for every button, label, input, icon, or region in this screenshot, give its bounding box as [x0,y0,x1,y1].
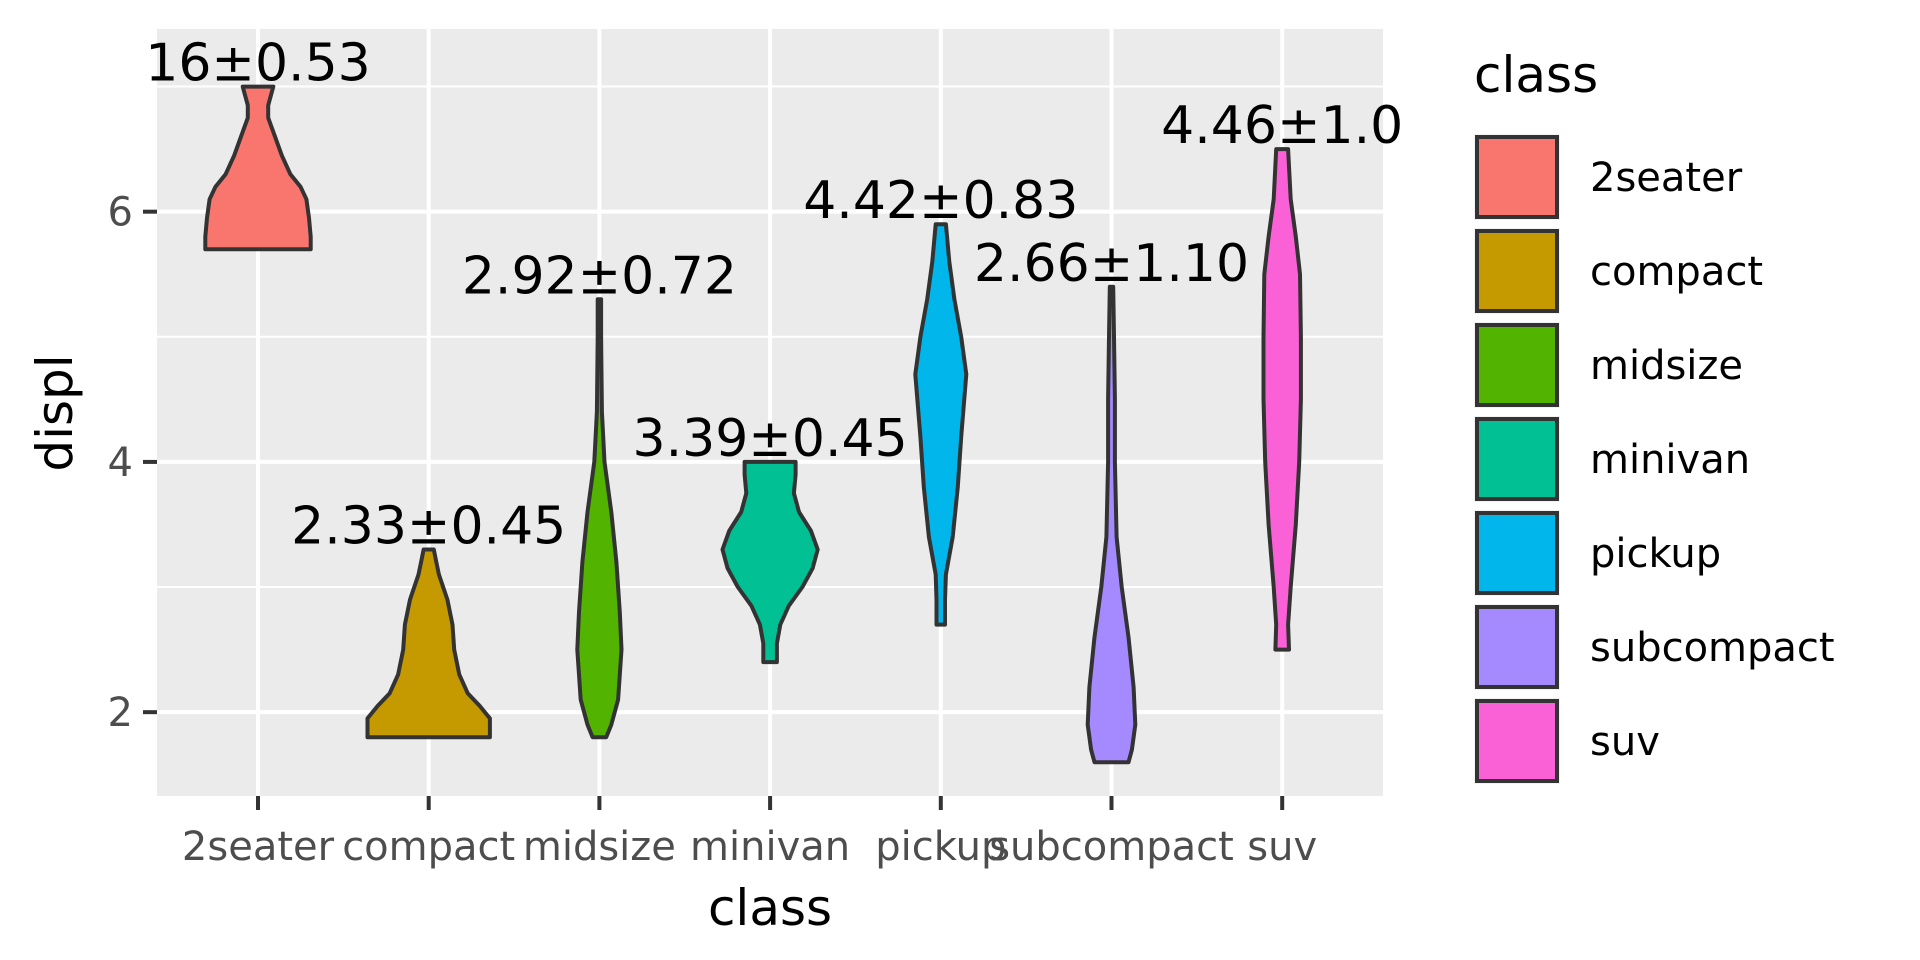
violin-suv [1261,147,1303,652]
y-tick-label: 6 [108,190,133,236]
violin-pickup [913,222,969,627]
y-axis: 2 4 6 [108,190,157,736]
x-tick-label: 2seater [182,824,335,870]
annotation-compact: 2.33±0.45 [291,497,566,557]
legend-swatch-midsize [1475,323,1559,407]
legend-swatch-2seater [1475,135,1559,219]
legend-swatch-subcompact [1475,605,1559,689]
x-tick-label: compact [342,824,515,870]
annotation-pickup: 4.42±0.83 [803,171,1078,231]
legend-label-subcompact: subcompact [1590,625,1835,671]
x-axis: 2seater compact midsize minivan pickupsubcom… [182,796,1317,870]
violins [203,84,1303,765]
legend-label-midsize: midsize [1590,343,1743,389]
annotation-midsize: 2.92±0.72 [462,246,737,306]
legend-label-suv: suv [1590,719,1660,765]
y-tick-label: 4 [108,440,133,486]
violin-subcompact [1085,284,1138,765]
x-tick-label: subcompact [989,824,1234,870]
legend-label-2seater: 2seater [1590,155,1743,201]
x-tick-label: pickup [875,824,1006,870]
violin-midsize [575,297,624,740]
legend-label-compact: compact [1590,249,1763,295]
y-axis-title: displ [26,354,84,471]
annotation-subcompact: 2.66±1.10 [974,234,1249,294]
annotations: 16±0.53 2.33±0.45 2.92±0.72 3.39±0.45 4.42±0… [145,34,1403,557]
y-tick-label: 2 [108,690,133,736]
x-tick-label: suv [1247,824,1317,870]
legend-swatch-compact [1475,229,1559,313]
x-axis-title: class [708,879,832,937]
legend-title: class [1474,46,1598,104]
violin-2seater [203,84,313,252]
legend-label-pickup: pickup [1590,531,1721,577]
annotation-suv: 4.46±1.0 [1161,96,1403,156]
x-tick-label: midsize [523,824,676,870]
legend-swatch-suv [1475,699,1559,783]
legend-swatch-minivan [1475,417,1559,501]
annotation-minivan: 3.39±0.45 [633,409,908,469]
legend-swatch-pickup [1475,511,1559,595]
legend: class 2seater compact midsize minivan pickup… [1474,46,1835,784]
violin-compact [365,547,492,740]
violin-minivan [720,459,820,665]
annotation-2seater: 16±0.53 [145,34,371,94]
x-tick-label: minivan [690,824,850,870]
legend-label-minivan: minivan [1590,437,1750,483]
